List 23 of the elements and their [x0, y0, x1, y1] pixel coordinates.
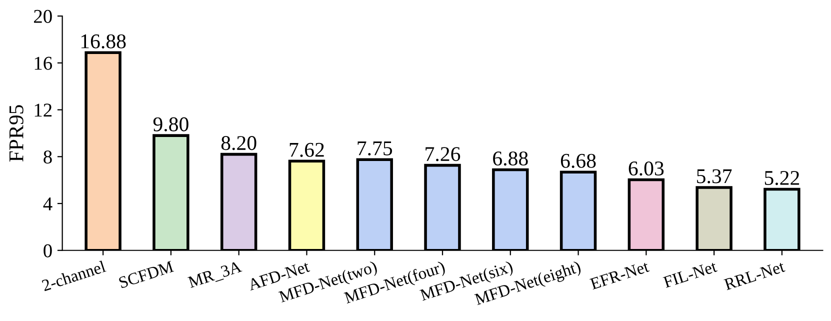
y-tick-label: 8: [44, 150, 52, 164]
y-tick-label: 12: [34, 104, 52, 117]
x-tick-label: MR_3A: [187, 260, 243, 290]
x-tick-label: FIL-Net: [662, 260, 718, 288]
data-label: 9.80: [153, 117, 188, 132]
data-label: 6.03: [628, 161, 664, 176]
y-tick-label: 16: [34, 56, 52, 70]
x-tick-label: EFR-Net: [590, 260, 650, 290]
y-tick-label: 4: [43, 197, 52, 210]
y-axis-title: FPR95: [9, 105, 24, 162]
data-label: 5.22: [764, 170, 800, 186]
data-label: 16.88: [81, 34, 126, 48]
data-label: 7.62: [290, 142, 324, 157]
x-tick-label: RRL-Net: [724, 260, 786, 290]
data-label: 5.37: [697, 169, 732, 184]
data-label: 8.20: [221, 136, 256, 150]
data-label: 7.26: [426, 147, 460, 162]
data-label: 6.68: [560, 154, 596, 168]
x-tick-label: SCFDM: [118, 260, 174, 288]
y-tick-label: 20: [34, 10, 52, 23]
data-label: 6.88: [493, 151, 528, 166]
y-tick-label: 0: [44, 244, 52, 258]
data-label: 7.75: [358, 142, 392, 156]
